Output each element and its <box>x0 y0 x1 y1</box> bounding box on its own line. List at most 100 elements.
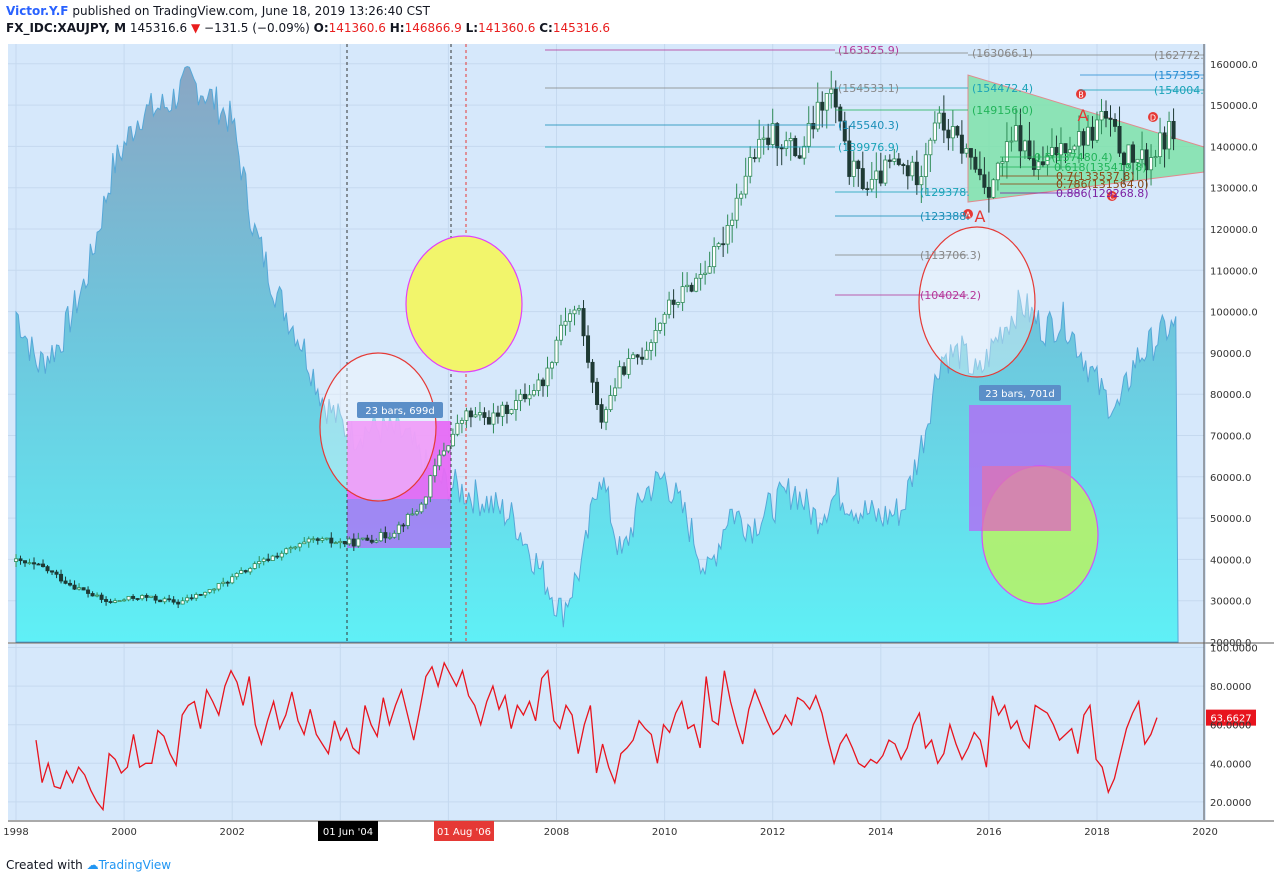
candle-body <box>216 583 221 590</box>
candle-body <box>1117 126 1122 154</box>
y-tick-label: 160000.0 <box>1210 60 1258 71</box>
candle-body <box>513 400 518 410</box>
candle-body <box>27 562 32 565</box>
circle-fill-1 <box>320 353 436 501</box>
candle-body <box>842 120 847 142</box>
candle-body <box>995 162 1000 181</box>
footer: Created with ☁TradingView <box>6 858 171 872</box>
candle-body <box>383 532 388 539</box>
publish-info: Victor.Y.F published on TradingView.com,… <box>6 4 430 18</box>
candle-body <box>113 600 118 603</box>
x-tick-label: 2018 <box>1084 827 1109 838</box>
fib-level-label: 0.786(131564.0) <box>1056 178 1149 191</box>
fib-level-label: (145540.3) <box>838 119 899 132</box>
candle-body <box>622 366 627 375</box>
candle-body <box>559 324 564 341</box>
candle-body <box>1095 119 1100 141</box>
yellow-circle <box>405 235 523 373</box>
candle-body <box>856 160 861 169</box>
candle-body <box>117 600 122 602</box>
fib-level-label: 0.5(137480.4) <box>1034 151 1113 164</box>
pattern-marker-label: C <box>1109 193 1115 202</box>
pattern-marker <box>1107 191 1117 201</box>
candle-body <box>694 277 699 292</box>
candle-body <box>522 393 527 400</box>
circle-fill-2 <box>919 227 1035 377</box>
candle-body <box>725 225 730 245</box>
candle-body <box>1099 111 1104 121</box>
candle-body <box>631 354 636 359</box>
bars-label: 23 bars, 699d <box>365 406 435 417</box>
candle-body <box>1036 161 1041 170</box>
rsi-pane-bg[interactable] <box>8 644 1204 820</box>
candle-body <box>946 129 951 139</box>
candle-body <box>437 454 442 467</box>
candle-body <box>919 176 924 186</box>
candle-body <box>667 299 672 315</box>
candle-body <box>356 538 361 547</box>
candle-body <box>937 112 942 124</box>
candle-body <box>590 361 595 383</box>
candle-body <box>176 601 181 605</box>
volatility-area <box>15 65 1179 643</box>
candle-body <box>860 168 865 190</box>
candle-body <box>239 570 244 574</box>
candle-body <box>847 140 852 177</box>
y-tick-label: 120000.0 <box>1210 225 1258 236</box>
candle-body <box>369 539 374 543</box>
candle-body <box>649 342 654 351</box>
candle-body <box>1040 161 1045 166</box>
candle-body <box>1153 156 1158 159</box>
fib-level-label: (113706.3) <box>920 249 981 262</box>
y-tick-label: 60000.0 <box>1210 473 1251 484</box>
fib-level-label: (163525.9) <box>838 44 899 57</box>
candle-body <box>68 582 73 586</box>
candle-body <box>171 599 176 603</box>
candle-body <box>653 330 658 344</box>
high-label: H: <box>389 21 405 35</box>
candle-body <box>500 404 505 417</box>
tradingview-brand[interactable]: TradingView <box>98 858 172 872</box>
candle-body <box>1013 125 1018 142</box>
candle-body <box>757 138 762 159</box>
candle-body <box>770 123 775 145</box>
low-label: L: <box>465 21 479 35</box>
candle-body <box>977 168 982 176</box>
fib-level-label: (162772. <box>1154 49 1204 62</box>
rsi-tick-label: 40.0000 <box>1210 759 1251 770</box>
fib-level-label: (154472.4) <box>972 82 1033 95</box>
candle-body <box>716 243 721 247</box>
candle-body <box>486 417 491 425</box>
candle-body <box>1004 141 1009 163</box>
y-tick-label: 40000.0 <box>1210 555 1251 566</box>
candle-body <box>950 126 955 139</box>
candle-body <box>1000 161 1005 164</box>
candle-body <box>644 349 649 360</box>
candle-body <box>1031 158 1036 170</box>
author-link[interactable]: Victor.Y.F <box>6 4 69 18</box>
candle-body <box>851 160 856 177</box>
tradingview-logo-icon: ☁ <box>86 858 99 872</box>
fib-level-label: 0.618(135419.8) <box>1054 161 1147 174</box>
candle-body <box>779 147 784 150</box>
candle-body <box>140 595 145 600</box>
candle-body <box>703 272 708 275</box>
candle-body <box>275 555 280 558</box>
x-tick-label: 2000 <box>111 827 136 838</box>
candle-body <box>968 148 973 158</box>
bars-range-box-1-top <box>347 421 451 499</box>
candle-body <box>1140 149 1145 160</box>
candle-body <box>698 274 703 279</box>
candle-body <box>212 588 217 591</box>
candle-body <box>347 538 352 545</box>
candle-body <box>90 593 95 597</box>
candle-body <box>18 558 23 562</box>
close-value: 145316.6 <box>552 21 611 35</box>
bars-label: 23 bars, 701d <box>985 389 1055 400</box>
candle-body <box>162 598 167 603</box>
candle-body <box>1108 117 1113 120</box>
y-tick-label: 140000.0 <box>1210 142 1258 153</box>
candle-body <box>1135 158 1140 163</box>
candle-body <box>982 174 987 188</box>
